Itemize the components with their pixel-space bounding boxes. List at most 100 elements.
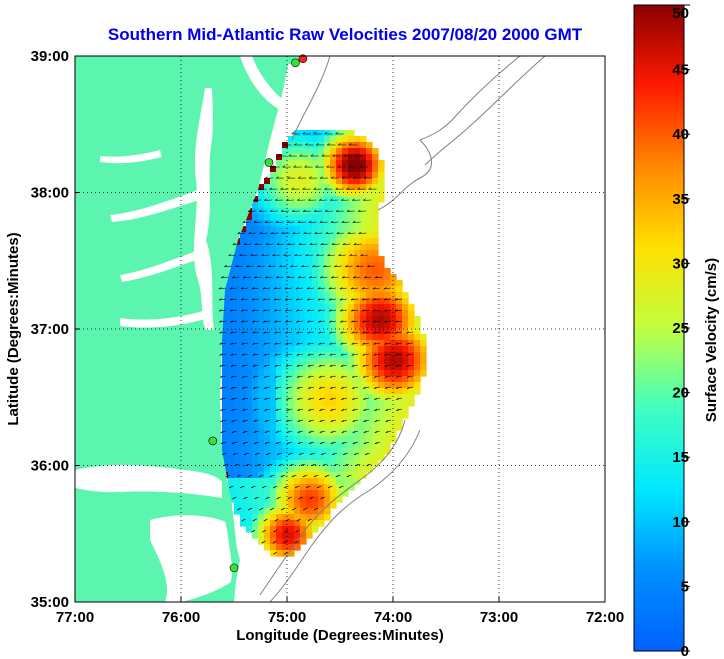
velocity-cell (240, 388, 247, 395)
velocity-arrow-head (406, 342, 410, 345)
velocity-cell (264, 238, 271, 245)
velocity-cell (354, 394, 361, 401)
velocity-cell (384, 286, 391, 293)
velocity-cell (258, 340, 265, 347)
velocity-arrow-head (253, 430, 257, 434)
velocity-arrow-head (308, 220, 312, 223)
velocity-arrow (274, 342, 282, 345)
velocity-cell (312, 316, 319, 323)
velocity-cell (366, 352, 373, 359)
velocity-cell (246, 262, 253, 269)
velocity-arrow (287, 243, 296, 245)
velocity-arrow-head (242, 419, 246, 422)
velocity-arrow (361, 287, 370, 290)
velocity-arrow (329, 342, 337, 345)
velocity-arrow (296, 331, 304, 334)
velocity-cell (246, 466, 253, 473)
velocity-cell (318, 142, 325, 149)
velocity-cell (324, 430, 331, 437)
velocity-cell (318, 394, 325, 401)
velocity-cell (276, 412, 283, 419)
velocity-arrow-head (261, 253, 265, 257)
radar-sites (208, 54, 308, 573)
velocity-cell (366, 244, 373, 251)
velocity-cell (276, 280, 283, 287)
velocity-cell (390, 376, 397, 383)
velocity-cell (282, 226, 289, 233)
velocity-arrow (362, 375, 370, 378)
velocity-cell (240, 490, 247, 497)
velocity-cell (330, 466, 337, 473)
velocity-arrow (318, 298, 326, 301)
velocity-cell (270, 244, 277, 251)
velocity-cell (378, 364, 385, 371)
velocity-arrow (265, 276, 273, 279)
velocity-cell (306, 496, 313, 503)
velocity-arrow-head (307, 353, 311, 356)
velocity-arrow-head (220, 441, 224, 445)
velocity-cell (258, 328, 265, 335)
velocity-cell (294, 436, 301, 443)
velocity-arrow (242, 221, 251, 223)
velocity-cell (354, 370, 361, 377)
velocity-cell (234, 256, 241, 263)
velocity-arrow (307, 353, 315, 356)
colorbar-tick-label: 20 (672, 385, 689, 402)
velocity-cell (294, 346, 301, 353)
velocity-cell (246, 514, 253, 521)
velocity-arrow (251, 287, 260, 290)
velocity-arrow-head (294, 486, 298, 489)
velocity-cell (372, 166, 379, 173)
velocity-arrow-head (253, 397, 256, 400)
velocity-arrow-head (254, 497, 258, 500)
velocity-arrow-head (285, 309, 288, 312)
velocity-cell (306, 142, 313, 149)
velocity-arrow-head (385, 430, 389, 434)
velocity-arrow-head (317, 287, 321, 290)
velocity-cell (324, 178, 331, 185)
velocity-cell (240, 262, 247, 269)
velocity-arrow (396, 397, 403, 400)
velocity-cell (246, 508, 253, 515)
velocity-cell (288, 238, 295, 245)
velocity-cell (366, 250, 373, 257)
velocity-arrow-head (374, 419, 378, 422)
velocity-cell (306, 172, 313, 179)
velocity-cell (306, 178, 313, 185)
velocity-cell (366, 214, 373, 221)
velocity-arrow (383, 287, 392, 290)
velocity-cell (318, 136, 325, 143)
velocity-arrow-head (264, 220, 268, 223)
velocity-arrow (259, 232, 268, 234)
velocity-cell (384, 364, 391, 371)
velocity-arrow (230, 342, 238, 345)
velocity-cell (366, 232, 373, 239)
velocity-cell (258, 298, 265, 305)
velocity-arrow-head (346, 187, 350, 190)
velocity-arrow-head (294, 541, 298, 544)
velocity-cell (288, 550, 295, 557)
velocity-cell (282, 370, 289, 377)
velocity-cell (288, 400, 295, 407)
velocity-cell (288, 292, 295, 299)
velocity-cell (372, 208, 379, 215)
velocity-cell (300, 490, 307, 497)
velocity-cell (378, 442, 385, 449)
velocity-cell (294, 430, 301, 437)
velocity-arrow (274, 309, 282, 312)
velocity-arrow-head (312, 264, 315, 268)
velocity-cell (264, 286, 271, 293)
velocity-arrow-head (373, 320, 376, 323)
velocity-arrow-head (341, 397, 344, 400)
velocity-cell (240, 280, 247, 287)
velocity-cell (282, 298, 289, 305)
velocity-arrow (219, 375, 227, 378)
velocity-cell (222, 310, 229, 317)
velocity-arrow-head (274, 353, 278, 356)
velocity-cell (276, 334, 283, 341)
velocity-arrow (385, 397, 392, 400)
velocity-cell (336, 298, 343, 305)
velocity-cell (378, 382, 385, 389)
velocity-arrow (283, 254, 292, 257)
velocity-cell (348, 190, 355, 197)
